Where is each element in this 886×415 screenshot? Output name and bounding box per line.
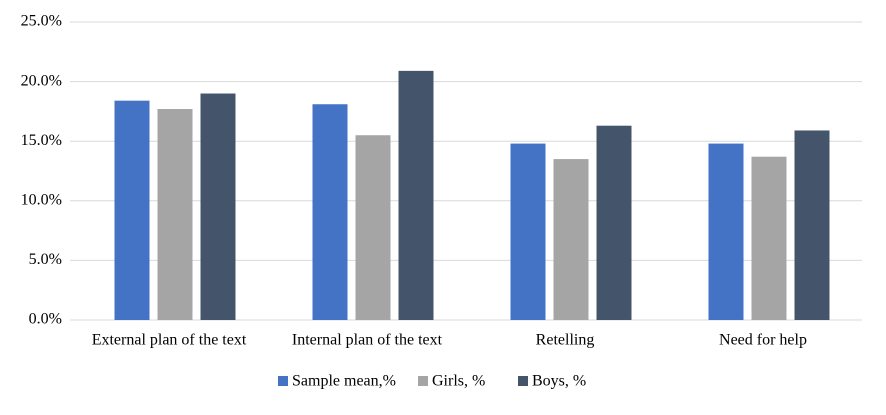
bar <box>794 130 830 320</box>
x-tick-label: External plan of the text <box>92 332 247 349</box>
bar <box>398 70 434 320</box>
y-tick-label: 5.0% <box>29 251 62 268</box>
legend-swatch <box>418 376 428 386</box>
y-tick-label: 20.0% <box>21 72 62 89</box>
legend-label: Sample mean,% <box>292 373 396 390</box>
bar <box>751 156 787 320</box>
y-tick-label: 0.0% <box>29 311 62 328</box>
y-tick-label: 25.0% <box>21 13 62 30</box>
legend-swatch <box>518 376 528 386</box>
x-tick-label: Retelling <box>536 332 595 349</box>
x-tick-label: Need for help <box>719 332 807 349</box>
bar <box>596 125 632 320</box>
legend-swatch <box>278 376 288 386</box>
bar <box>355 135 391 320</box>
bar <box>553 159 589 320</box>
bar <box>200 93 236 321</box>
bar <box>708 143 744 320</box>
bar <box>510 143 546 320</box>
y-tick-label: 10.0% <box>21 191 62 208</box>
bar <box>157 109 193 321</box>
legend-label: Girls, % <box>432 373 485 390</box>
y-tick-label: 15.0% <box>21 132 62 149</box>
bar <box>114 100 150 320</box>
legend-label: Boys, % <box>532 373 586 390</box>
bar <box>312 104 348 320</box>
x-tick-label: Internal plan of the text <box>292 332 443 349</box>
